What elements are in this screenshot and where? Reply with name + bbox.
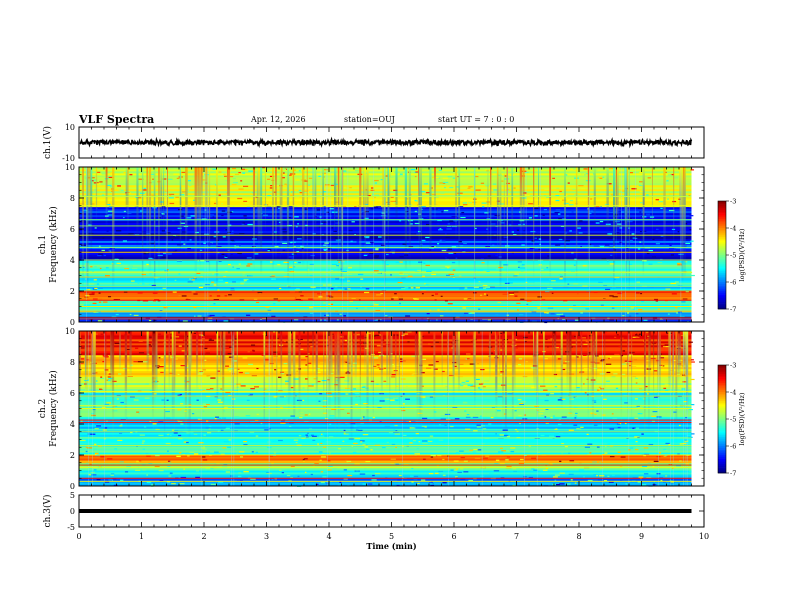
colorbar-tick-label: -5 — [730, 416, 736, 424]
colorbar-tick-label: -4 — [730, 225, 736, 233]
x-tick-label: 2 — [201, 532, 206, 541]
x-tick-label: 10 — [699, 532, 709, 541]
ch3-waveform-ylabel: ch.3(V) — [42, 495, 53, 528]
y-tick-label: 10 — [65, 163, 75, 172]
colorbar-tick-label: -7 — [730, 470, 736, 478]
colorbar-tick-label: -6 — [730, 443, 736, 451]
y-tick-label: 0 — [70, 482, 75, 491]
start-time-label: start UT = 7 : 0 : 0 — [438, 115, 515, 124]
ch1-spectrogram-image — [79, 167, 704, 324]
y-tick-label: -5 — [67, 523, 75, 532]
y-tick-label: 8 — [70, 358, 75, 367]
y-tick-label: 6 — [70, 225, 75, 234]
x-tick-label: 3 — [264, 532, 269, 541]
y-tick-label: 6 — [70, 389, 75, 398]
ch1-waveform-trace — [79, 136, 693, 149]
ch1-waveform-frame — [78, 126, 705, 159]
ch1-waveform-ylabel: ch.1(V) — [42, 126, 53, 159]
y-tick-label: 4 — [70, 256, 75, 265]
x-tick-label: 4 — [326, 532, 331, 541]
x-axis: 0 1 2 3 4 5 6 7 8 9 10 Time (min) — [76, 532, 709, 551]
y-tick-label: 10 — [65, 123, 75, 132]
x-tick-label: 9 — [639, 532, 644, 541]
y-tick-label: 2 — [70, 451, 75, 460]
ch2-frequency-ylabel: Frequency (kHz) — [48, 370, 59, 447]
y-tick-label: 10 — [65, 327, 75, 336]
ch3-waveform-frame — [78, 494, 705, 528]
ch1-colorbar: -3 -4 -5 -6 -7 log(PSD)(V²/Hz) — [717, 198, 746, 314]
ch1-frequency-ylabel: Frequency (kHz) — [48, 206, 59, 283]
colorbar-tick-label: -3 — [730, 362, 736, 370]
x-tick-label: 6 — [451, 532, 456, 541]
y-tick-label: 5 — [70, 491, 75, 500]
ch1-spectrogram-frame — [78, 166, 705, 323]
y-tick-label: 0 — [70, 507, 75, 516]
colorbar-tick-label: -3 — [730, 198, 736, 206]
x-tick-label: 1 — [139, 532, 144, 541]
ch1-spectrogram-ylabel: ch.1 — [38, 235, 48, 254]
colorbar-tick-label: -5 — [730, 252, 736, 260]
x-tick-label: 8 — [576, 532, 581, 541]
x-tick-label: 0 — [76, 532, 81, 541]
colorbar-label: log(PSD)(V²/Hz) — [738, 228, 746, 281]
ch2-spectrogram-image — [79, 331, 704, 487]
date-label: Apr. 12, 2026 — [251, 115, 306, 124]
x-tick-label: 5 — [389, 532, 394, 541]
ch1-waveform-panel: 10 -10 ch.1(V) — [42, 123, 705, 163]
x-axis-title: Time (min) — [366, 541, 416, 551]
colorbar-tick-label: -7 — [730, 306, 736, 314]
y-tick-label: 2 — [70, 287, 75, 296]
figure-title: VLF Spectra — [79, 113, 155, 126]
y-tick-label: 8 — [70, 194, 75, 203]
colorbar-tick-label: -4 — [730, 389, 736, 397]
station-label: station=OUJ — [344, 115, 395, 124]
ch2-spectrogram-panel: 0 2 4 6 8 10 ch.2 Frequency (kHz) -3 -4 -5 -6 -7 log(… — [38, 327, 746, 491]
x-tick-label: 7 — [514, 532, 519, 541]
y-tick-label: -10 — [62, 154, 75, 163]
ch1-spectrogram-panel: 0 2 4 6 8 10 ch.1 Frequency (kHz) -3 -4 -5 -6 -7 log(… — [38, 163, 746, 327]
colorbar-label: log(PSD)(V²/Hz) — [738, 392, 746, 445]
colorbar-tick-label: -6 — [730, 279, 736, 287]
ch3-waveform-panel: 5 0 -5 ch.3(V) — [42, 491, 705, 532]
y-tick-label: 0 — [70, 318, 75, 327]
ch2-spectrogram-frame — [78, 330, 705, 487]
ch2-spectrogram-ylabel: ch.2 — [38, 399, 48, 418]
y-tick-label: 4 — [70, 420, 75, 429]
ch2-colorbar: -3 -4 -5 -6 -7 log(PSD)(V²/Hz) — [717, 362, 746, 478]
